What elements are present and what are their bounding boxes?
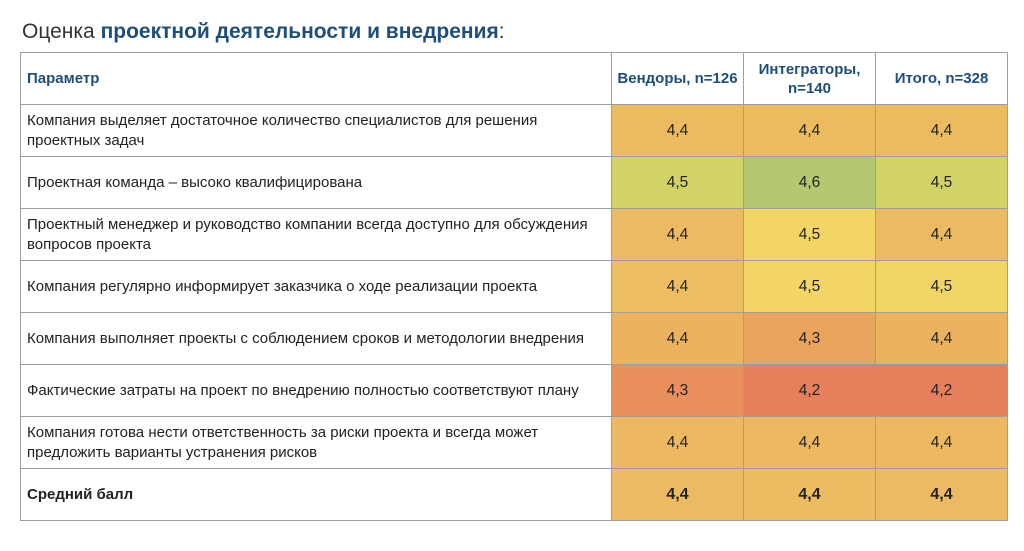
table-row: Компания выполняет проекты с соблюдением… <box>20 312 1008 365</box>
row-param: Средний балл <box>20 468 612 521</box>
value-total: 4,4 <box>875 208 1008 261</box>
row-param: Компания выполняет проекты с соблюдением… <box>20 312 612 365</box>
title-suffix: : <box>498 20 505 43</box>
value-total: 4,4 <box>875 104 1008 157</box>
table-row: Компания регулярно информирует заказчика… <box>20 260 1008 313</box>
header-total: Итого, n=328 <box>875 52 1008 105</box>
value-vendors: 4,4 <box>611 468 744 521</box>
value-vendors: 4,4 <box>611 312 744 365</box>
page-title: Оценка проектной деятельности и внедрени… <box>22 20 505 44</box>
value-integrators: 4,4 <box>743 468 876 521</box>
average-row: Средний балл 4,4 4,4 4,4 <box>20 468 1008 521</box>
table-row: Фактические затраты на проект по внедрен… <box>20 364 1008 417</box>
value-vendors: 4,5 <box>611 156 744 209</box>
header-param: Параметр <box>20 52 612 105</box>
value-total: 4,4 <box>875 312 1008 365</box>
value-integrators: 4,4 <box>743 104 876 157</box>
row-param: Компания выделяет достаточное количество… <box>20 104 612 157</box>
row-param: Фактические затраты на проект по внедрен… <box>20 364 612 417</box>
value-total: 4,5 <box>875 156 1008 209</box>
table-row: Проектный менеджер и руководство компани… <box>20 208 1008 261</box>
title-highlight: проектной деятельности и внедрения <box>100 20 499 43</box>
value-integrators: 4,6 <box>743 156 876 209</box>
value-integrators: 4,4 <box>743 416 876 469</box>
title-prefix: Оценка <box>22 20 101 43</box>
value-integrators: 4,5 <box>743 208 876 261</box>
value-vendors: 4,4 <box>611 208 744 261</box>
table-row: Проектная команда – высоко квалифицирова… <box>20 156 1008 209</box>
value-vendors: 4,4 <box>611 260 744 313</box>
value-integrators: 4,3 <box>743 312 876 365</box>
value-integrators: 4,2 <box>743 364 876 417</box>
row-param: Компания готова нести ответственность за… <box>20 416 612 469</box>
table-row: Компания готова нести ответственность за… <box>20 416 1008 469</box>
header-integrators: Интеграторы, n=140 <box>743 52 876 105</box>
value-vendors: 4,3 <box>611 364 744 417</box>
table-row: Компания выделяет достаточное количество… <box>20 104 1008 157</box>
row-param: Проектный менеджер и руководство компани… <box>20 208 612 261</box>
row-param: Проектная команда – высоко квалифицирова… <box>20 156 612 209</box>
value-integrators: 4,5 <box>743 260 876 313</box>
value-vendors: 4,4 <box>611 104 744 157</box>
value-total: 4,4 <box>875 416 1008 469</box>
value-vendors: 4,4 <box>611 416 744 469</box>
row-param: Компания регулярно информирует заказчика… <box>20 260 612 313</box>
table-header-row: Параметр Вендоры, n=126 Интеграторы, n=1… <box>20 52 1008 105</box>
value-total: 4,5 <box>875 260 1008 313</box>
value-total: 4,2 <box>875 364 1008 417</box>
rating-table: Параметр Вендоры, n=126 Интеграторы, n=1… <box>20 52 1008 521</box>
value-total: 4,4 <box>875 468 1008 521</box>
header-vendors: Вендоры, n=126 <box>611 52 744 105</box>
